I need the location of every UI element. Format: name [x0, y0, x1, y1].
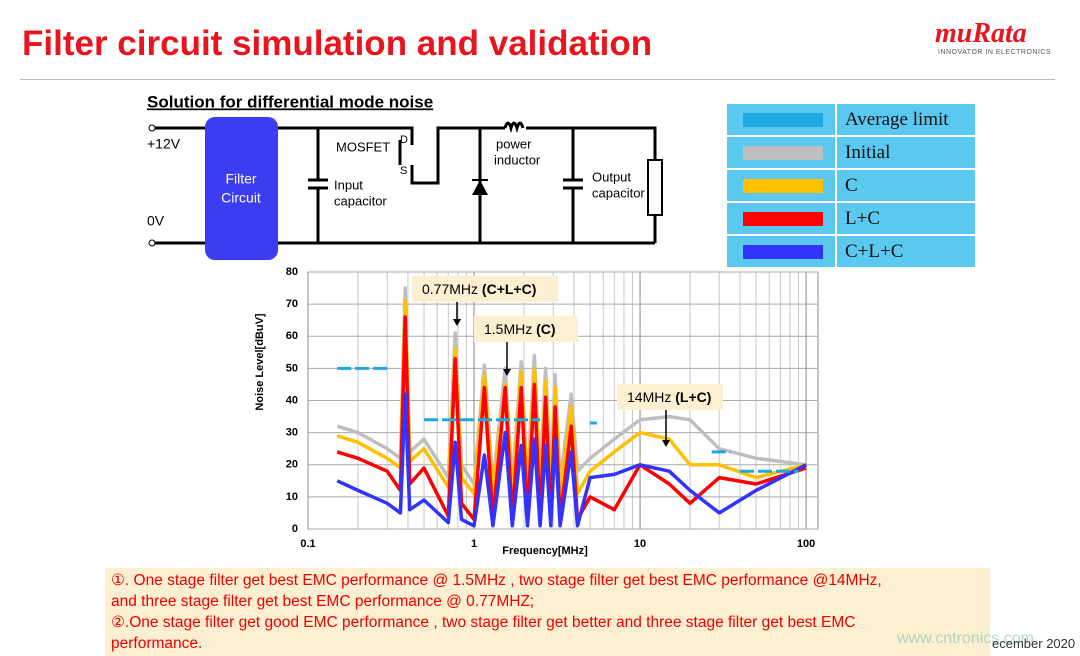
- y-axis-title: Noise Level[dBuV]: [254, 313, 266, 411]
- y-tick-label: 10: [286, 491, 298, 503]
- y-tick-label: 80: [286, 266, 298, 278]
- annotation-detail: (C+L+C): [482, 281, 536, 297]
- legend-entry: L+C: [727, 203, 975, 234]
- vin-label: +12V: [147, 136, 181, 152]
- mosfet-label: MOSFET: [336, 139, 390, 154]
- y-tick-label: 40: [286, 394, 298, 406]
- y-tick-label: 60: [286, 330, 298, 342]
- y-tick-label: 0: [292, 523, 298, 535]
- annotation-text: 0.77MHz: [422, 281, 478, 297]
- legend-entry: C+L+C: [727, 236, 975, 267]
- divider: [20, 79, 1055, 80]
- legend-swatch: [743, 178, 823, 193]
- annotation: 14MHz (L+C): [627, 389, 711, 405]
- filter-block: [205, 117, 278, 260]
- cap-label: Input: [334, 177, 363, 192]
- circuit-subtitle: Solution for differential mode noise: [147, 92, 433, 111]
- arrow-head: [662, 440, 670, 447]
- filter-label: Circuit: [221, 190, 261, 206]
- drain-label: D: [400, 134, 408, 146]
- inductor-label: inductor: [494, 152, 541, 167]
- y-tick-label: 70: [286, 298, 298, 310]
- legend-label: L+C: [835, 203, 975, 234]
- spectrum-line: [336, 392, 807, 528]
- filter-label: Filter: [225, 171, 256, 187]
- logo: muRata: [935, 18, 1027, 49]
- note-line: and three stage filter get best EMC perf…: [111, 593, 535, 610]
- watermark: www.cntronics.com: [897, 630, 1034, 647]
- legend-entry: Average limit: [727, 104, 975, 135]
- annotation: 0.77MHz (C+L+C): [422, 281, 536, 297]
- y-tick-label: 20: [286, 459, 298, 471]
- annotation-box: [412, 276, 558, 302]
- date: ecember 2020: [992, 636, 1076, 651]
- x-tick-label: 0.1: [300, 538, 315, 550]
- legend-swatch: [743, 211, 823, 226]
- slide-title: Filter circuit simulation and validation: [22, 24, 653, 63]
- annotation-text: 1.5MHz: [484, 321, 532, 337]
- annotation-text: 14MHz: [627, 389, 671, 405]
- annotation-detail: (C): [536, 321, 555, 337]
- gnd-label: 0V: [147, 213, 165, 229]
- limit-line: [337, 366, 799, 473]
- cap-label: capacitor: [334, 193, 387, 208]
- notes: ①. One stage filter get best EMC perform…: [105, 568, 990, 656]
- logo-tagline: INNOVATOR IN ELECTRONICS: [938, 49, 1052, 56]
- inductor-label: power: [496, 136, 532, 151]
- cap-label: capacitor: [592, 185, 645, 200]
- annotation: 1.5MHz (C): [484, 321, 556, 337]
- source-label: S: [400, 165, 407, 177]
- x-tick-label: 1: [471, 538, 477, 550]
- y-tick-label: 50: [286, 362, 298, 374]
- legend-swatch: [743, 145, 823, 160]
- diode: [472, 180, 488, 195]
- legend: Average limit Initial C L+C C+L+C: [727, 104, 975, 269]
- circuit-diagram: Solution for differential mode noise Fil…: [147, 92, 663, 260]
- legend-label: C: [835, 170, 975, 201]
- x-tick-label: 10: [634, 538, 646, 550]
- note-line: performance.: [111, 635, 203, 652]
- legend-label: Average limit: [835, 104, 975, 135]
- legend-entry: C: [727, 170, 975, 201]
- load-resistor: [647, 159, 663, 216]
- note-line: ①. One stage filter get best EMC perform…: [111, 572, 882, 589]
- cap-label: Output: [592, 169, 631, 184]
- legend-label: Initial: [835, 137, 975, 168]
- legend-swatch: [743, 112, 823, 127]
- wires: [152, 121, 657, 245]
- x-axis-title: Frequency[MHz]: [502, 545, 588, 557]
- annotation-detail: (L+C): [675, 389, 711, 405]
- arrow-head: [453, 319, 461, 326]
- chart: Noise Level[dBuV] Frequency[MHz] 0 10 20 30…: [254, 266, 819, 557]
- note-line: ②.One stage filter get good EMC performa…: [111, 614, 856, 631]
- arrow-head: [503, 369, 511, 376]
- annotation-box: [474, 316, 578, 342]
- legend-entry: Initial: [727, 137, 975, 168]
- y-tick-label: 30: [286, 427, 298, 439]
- annotation-box: [617, 384, 723, 410]
- legend-swatch: [743, 244, 823, 259]
- x-tick-label: 100: [797, 538, 815, 550]
- legend-label: C+L+C: [835, 236, 975, 267]
